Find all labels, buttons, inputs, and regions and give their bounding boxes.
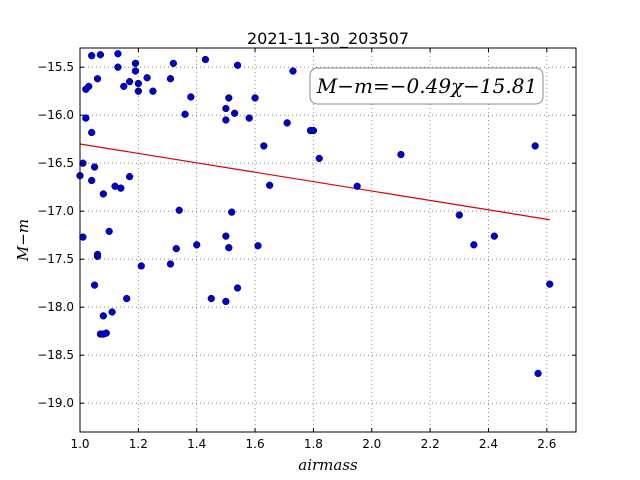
x-axis-label: airmass [298, 456, 358, 474]
data-point [309, 126, 318, 135]
data-point [534, 369, 542, 378]
data-point [131, 59, 140, 68]
data-point [123, 294, 131, 303]
y-tick-label: −16.0 [37, 108, 74, 122]
data-point [93, 252, 102, 260]
data-point [260, 142, 268, 150]
fit-equation: M−m=−0.49χ−15.81 [316, 74, 537, 98]
data-point [82, 114, 90, 122]
data-point [490, 232, 498, 240]
data-point [102, 329, 110, 337]
data-point [254, 242, 262, 250]
y-tick-label: −18.5 [37, 348, 74, 362]
x-tick-label: 1.8 [304, 437, 323, 451]
data-point [181, 110, 189, 118]
data-point [166, 75, 175, 83]
y-tick-label: −19.0 [37, 396, 74, 410]
data-point [455, 211, 463, 219]
y-tick-label: −15.5 [37, 60, 74, 74]
data-point [187, 93, 195, 101]
fit-line [79, 143, 550, 221]
x-tick-label: 1.6 [246, 437, 265, 451]
data-point [93, 75, 102, 83]
grid [79, 48, 576, 432]
data-point [172, 244, 180, 253]
x-tick-label: 1.2 [129, 437, 148, 451]
x-tick-label: 1.0 [70, 437, 89, 451]
data-point [125, 172, 134, 181]
fit-line-group [79, 143, 550, 221]
data-point [222, 104, 230, 113]
data-point [222, 297, 230, 306]
data-points [76, 50, 554, 378]
data-point [283, 119, 291, 127]
data-point [134, 87, 143, 95]
y-tick-label: −16.5 [37, 156, 74, 170]
data-point [88, 128, 96, 137]
data-point [96, 51, 105, 59]
axis-ticks: 1.0 1.2 1.4 1.6 1.8 2.0 2.2 2.4 2.6 −15.5 −16.0 −16… [37, 48, 576, 451]
data-point [397, 150, 405, 159]
data-point [105, 227, 113, 236]
y-tick-label: −17.0 [37, 204, 74, 218]
x-tick-label: 2.0 [362, 437, 381, 451]
x-tick-label: 2.6 [537, 437, 556, 451]
data-point [99, 312, 107, 320]
data-point [114, 50, 122, 58]
y-tick-label: −18.0 [37, 300, 74, 314]
data-point [120, 82, 128, 91]
data-point [175, 206, 183, 214]
y-axis-label: M−m [14, 219, 32, 262]
data-point [85, 82, 93, 91]
data-point [90, 281, 99, 289]
data-point [166, 260, 175, 268]
x-tick-label: 2.4 [479, 437, 498, 451]
data-point [225, 244, 233, 252]
data-point [134, 79, 143, 88]
data-point [207, 294, 215, 303]
chart-title: 2021-11-30_203507 [247, 29, 409, 49]
data-point [251, 94, 259, 102]
data-point [230, 109, 239, 117]
annotation-box: M−m=−0.49χ−15.81 [309, 67, 544, 105]
y-tick-label: −17.5 [37, 252, 74, 266]
data-point [222, 232, 230, 240]
x-tick-label: 2.2 [421, 437, 440, 451]
data-point [90, 163, 99, 171]
data-point [88, 176, 96, 185]
data-point [99, 190, 107, 198]
data-point [233, 61, 242, 69]
plot-frame [79, 47, 577, 433]
data-point [233, 284, 242, 292]
data-point [108, 308, 116, 316]
data-point [137, 262, 145, 270]
data-point [131, 67, 140, 75]
data-point [245, 114, 253, 122]
data-point [149, 87, 157, 95]
data-point [88, 52, 96, 60]
data-point [117, 184, 125, 192]
data-point [353, 182, 361, 190]
data-point [125, 77, 134, 86]
data-point [169, 59, 178, 68]
data-point [143, 74, 151, 82]
x-tick-label: 1.4 [187, 437, 206, 451]
data-point [265, 181, 274, 189]
data-point [546, 280, 554, 288]
data-point [470, 241, 478, 249]
data-point [289, 67, 297, 75]
data-point [225, 94, 233, 102]
data-point [228, 208, 236, 216]
data-point [222, 116, 230, 124]
data-point [201, 55, 210, 64]
data-point [114, 63, 122, 71]
data-point [315, 154, 323, 163]
data-point [531, 142, 539, 150]
data-point [193, 241, 201, 249]
data-point [79, 233, 87, 241]
